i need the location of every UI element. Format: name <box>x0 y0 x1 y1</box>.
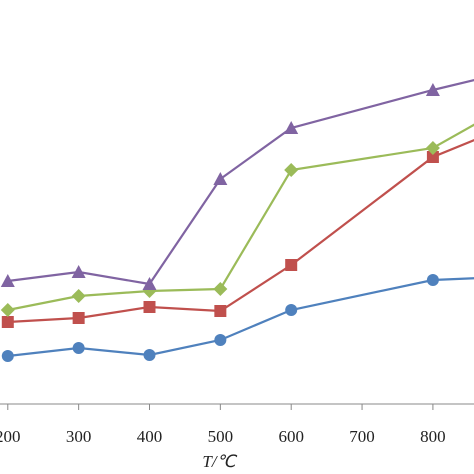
series-line <box>7 123 474 312</box>
marker <box>1 316 14 328</box>
marker <box>143 301 156 313</box>
marker <box>0 274 15 287</box>
marker <box>72 342 85 354</box>
marker <box>285 259 298 271</box>
marker <box>213 172 228 185</box>
marker <box>214 334 227 346</box>
x-tick-label: 800 <box>420 427 446 446</box>
x-tick-label: 600 <box>278 427 304 446</box>
marker <box>213 282 228 296</box>
marker <box>425 141 440 155</box>
marker <box>285 304 298 316</box>
marker <box>71 289 86 303</box>
x-tick-label: 400 <box>137 427 163 446</box>
marker <box>214 305 227 317</box>
plot-area <box>0 79 474 362</box>
marker <box>1 350 14 362</box>
x-tick-label: 500 <box>208 427 234 446</box>
marker <box>425 83 440 96</box>
marker <box>426 151 439 163</box>
x-axis-label: T/℃ <box>202 452 237 471</box>
marker <box>72 312 85 324</box>
marker <box>284 163 299 177</box>
marker <box>0 303 15 317</box>
marker <box>71 265 86 278</box>
marker <box>426 274 439 286</box>
marker <box>142 277 157 290</box>
x-tick-label: 300 <box>66 427 92 446</box>
x-tick-label: 700 <box>349 427 375 446</box>
marker <box>143 349 156 361</box>
marker <box>284 121 299 134</box>
x-tick-label: 200 <box>0 427 21 446</box>
